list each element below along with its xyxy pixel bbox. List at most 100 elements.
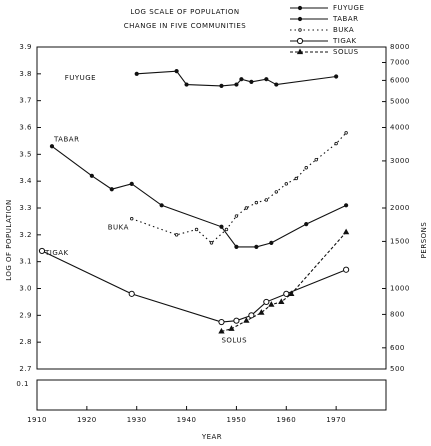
data-point bbox=[304, 222, 309, 227]
x-tick-label: 1920 bbox=[77, 416, 97, 424]
y2-tick-label: 500 bbox=[390, 365, 405, 373]
data-point bbox=[129, 181, 134, 186]
legend-label: TABAR bbox=[332, 15, 358, 23]
data-point bbox=[184, 82, 189, 87]
chart-subtitle: CHANGE IN FIVE COMMUNITIES bbox=[124, 22, 246, 30]
data-point bbox=[342, 228, 350, 235]
data-point bbox=[174, 69, 179, 74]
data-point bbox=[219, 83, 224, 89]
data-point bbox=[296, 37, 304, 45]
data-point bbox=[128, 290, 135, 297]
data-point bbox=[288, 290, 295, 296]
series-line bbox=[51, 145, 347, 248]
data-point bbox=[314, 157, 318, 162]
data-point bbox=[274, 190, 279, 194]
y2-tick-label: 2000 bbox=[390, 204, 410, 212]
data-point bbox=[228, 325, 235, 331]
data-point bbox=[268, 301, 275, 307]
data-point bbox=[130, 217, 134, 221]
data-point bbox=[254, 200, 259, 205]
y2-tick-label: 1500 bbox=[390, 237, 410, 245]
series-line bbox=[131, 132, 347, 244]
data-point bbox=[304, 166, 308, 170]
data-point bbox=[209, 241, 214, 245]
series-label: TABAR bbox=[53, 135, 79, 143]
y-tick-label: 3.7 bbox=[19, 97, 32, 105]
data-point bbox=[263, 298, 270, 306]
data-point bbox=[38, 247, 46, 255]
x-tick-label: 1940 bbox=[177, 416, 197, 424]
lower-panel bbox=[36, 379, 387, 411]
series-label: TIGAK bbox=[44, 249, 69, 257]
data-point bbox=[284, 182, 288, 186]
y-tick-label: 2.9 bbox=[19, 311, 32, 319]
y2-tick-label: 8000 bbox=[390, 43, 410, 51]
data-point bbox=[294, 176, 298, 181]
plot-frame bbox=[36, 46, 387, 370]
legend-label: FUYUGE bbox=[333, 4, 364, 12]
x-tick-label: 1930 bbox=[127, 416, 147, 424]
data-point bbox=[297, 5, 303, 11]
y-tick-label: 3.4 bbox=[19, 177, 32, 185]
y-tick-label: 3.5 bbox=[19, 150, 32, 158]
y2-axis-label: PERSONS bbox=[420, 222, 428, 259]
y-tick-label: 2.8 bbox=[19, 338, 32, 346]
legend-label: TIGAK bbox=[332, 37, 357, 45]
x-tick-label: 1910 bbox=[27, 416, 47, 424]
y-tick-label: 3.6 bbox=[19, 124, 32, 132]
data-point bbox=[298, 28, 302, 32]
y-axis-label: LOG OF POPULATION bbox=[5, 199, 13, 281]
data-point bbox=[344, 203, 349, 208]
y2-tick-label: 3000 bbox=[390, 157, 410, 165]
x-axis-label: YEAR bbox=[201, 433, 222, 441]
y2-tick-label: 4000 bbox=[390, 124, 410, 132]
data-point bbox=[334, 141, 338, 146]
data-point bbox=[109, 187, 114, 192]
y-tick-label: 3.0 bbox=[19, 285, 32, 293]
data-point bbox=[89, 173, 94, 178]
x-tick-label: 1950 bbox=[227, 416, 247, 424]
break-label: 0.1 bbox=[16, 380, 29, 388]
data-point bbox=[258, 309, 265, 315]
y-tick-label: 3.9 bbox=[19, 43, 32, 51]
y-tick-label: 3.3 bbox=[19, 204, 32, 212]
data-point bbox=[278, 298, 285, 305]
series-label: BUKA bbox=[108, 224, 129, 232]
data-point bbox=[243, 317, 250, 323]
data-point bbox=[233, 317, 240, 324]
data-point bbox=[239, 77, 244, 82]
data-point bbox=[264, 77, 269, 82]
data-point bbox=[254, 244, 259, 250]
data-point bbox=[159, 203, 164, 208]
data-point bbox=[234, 214, 239, 218]
data-point bbox=[194, 227, 199, 232]
y2-tick-label: 600 bbox=[390, 344, 405, 352]
data-point bbox=[334, 74, 339, 79]
y-tick-label: 3.8 bbox=[19, 70, 32, 78]
x-tick-label: 1960 bbox=[276, 416, 296, 424]
chart-title: LOG SCALE OF POPULATION bbox=[130, 8, 239, 16]
data-point bbox=[244, 206, 249, 210]
data-point bbox=[296, 48, 304, 55]
legend-label: BUKA bbox=[333, 26, 354, 34]
y2-tick-label: 5000 bbox=[390, 98, 410, 106]
data-point bbox=[234, 244, 239, 250]
data-point bbox=[234, 82, 239, 87]
data-point bbox=[218, 327, 225, 334]
data-point bbox=[264, 198, 269, 202]
series-label: SOLUS bbox=[221, 336, 247, 344]
y2-tick-label: 1000 bbox=[390, 285, 410, 293]
data-point bbox=[219, 224, 224, 229]
y-tick-label: 3.2 bbox=[19, 231, 32, 239]
data-point bbox=[224, 227, 229, 232]
data-point bbox=[283, 290, 290, 297]
data-point bbox=[269, 240, 274, 245]
series-label: FUYUGE bbox=[65, 74, 96, 82]
y2-tick-label: 7000 bbox=[390, 59, 410, 67]
y-tick-label: 3.1 bbox=[19, 258, 32, 266]
data-point bbox=[297, 16, 303, 22]
data-point bbox=[249, 79, 254, 84]
series-line bbox=[221, 231, 347, 332]
data-point bbox=[49, 144, 55, 149]
data-point bbox=[174, 233, 179, 237]
